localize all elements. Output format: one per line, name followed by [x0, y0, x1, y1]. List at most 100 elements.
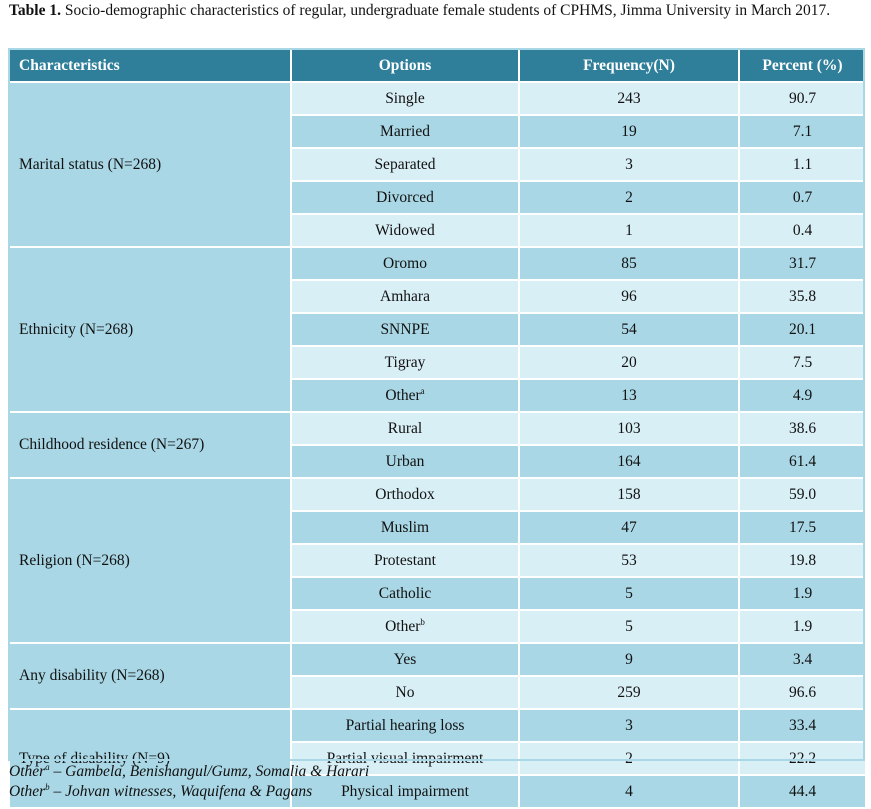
option-cell: Othera	[290, 378, 520, 413]
frequency-cell: 259	[518, 675, 740, 710]
percent-cell: 1.1	[738, 147, 867, 182]
frequency-cell: 13	[518, 378, 740, 413]
option-cell: Protestant	[290, 543, 520, 578]
option-label: Divorced	[376, 188, 434, 206]
header-frequency: Frequency(N)	[518, 48, 740, 83]
option-label: Tigray	[384, 353, 426, 371]
table-row: Married 19 7.1	[9, 114, 867, 149]
frequency-cell: 20	[518, 345, 740, 380]
frequency-cell: 54	[518, 312, 740, 347]
characteristic-cell: Ethnicity (N=268)	[8, 246, 292, 413]
percent-cell: 20.1	[738, 312, 867, 347]
frequency-cell: 4	[518, 774, 740, 809]
table-row: Catholic 5 1.9	[9, 576, 867, 611]
option-label: Urban	[385, 452, 425, 470]
table-caption: Table 1. Socio-demographic characteristi…	[9, 2, 864, 20]
caption-label: Table 1.	[9, 2, 61, 19]
option-cell: Tigray	[290, 345, 520, 380]
table-row: Protestant 53 19.8	[9, 543, 867, 578]
table-row: Type of disability (N=9) Partial hearing …	[8, 708, 867, 809]
option-label: Catholic	[378, 584, 432, 602]
option-label: Protestant	[374, 551, 436, 569]
frequency-cell: 164	[518, 444, 740, 479]
option-cell: Partial visual impairment	[290, 741, 520, 776]
table-row: Separated 3 1.1	[9, 147, 867, 182]
percent-cell: 44.4	[738, 774, 867, 809]
option-label: No	[395, 683, 415, 701]
percent-cell: 1.9	[738, 576, 867, 611]
option-label: Other	[385, 386, 421, 404]
option-cell: Urban	[290, 444, 520, 479]
table-row: Urban 164 61.4	[9, 444, 867, 479]
characteristic-cell: Any disability (N=268)	[8, 642, 292, 710]
table-row: No 259 96.6	[9, 675, 867, 710]
footnote-a-text: – Gambela, Benishangul/Gumz, Somalia & H…	[49, 763, 370, 780]
option-label: Muslim	[380, 518, 430, 536]
footnote-a-sup: a	[45, 761, 50, 772]
frequency-cell: 243	[518, 81, 740, 116]
option-cell: Yes	[290, 642, 520, 677]
table-row: Tigray 20 7.5	[9, 345, 867, 380]
option-cell: Separated	[290, 147, 520, 182]
percent-cell: 61.4	[738, 444, 867, 479]
option-label: Amhara	[380, 287, 430, 305]
header-percent: Percent (%)	[738, 48, 867, 83]
frequency-cell: 3	[518, 147, 740, 182]
percent-cell: 59.0	[738, 477, 867, 512]
option-cell: Otherb	[290, 609, 520, 644]
option-cell: Widowed	[290, 213, 520, 248]
percent-cell: 7.1	[738, 114, 867, 149]
option-cell: Catholic	[290, 576, 520, 611]
table-row: Muslim 47 17.5	[9, 510, 867, 545]
header-row: Characteristics Options Frequency(N) Per…	[8, 48, 867, 83]
characteristic-cell: Marital status (N=268)	[8, 81, 292, 248]
characteristic-cell: Type of disability (N=9)	[8, 708, 292, 809]
table-row: Childhood residence (N=267) Rural 103 38.6	[8, 411, 867, 479]
frequency-cell: 47	[518, 510, 740, 545]
frequency-cell: 5	[518, 609, 740, 644]
frequency-cell: 9	[518, 642, 740, 677]
footnote-b-text: – Johvan witnesses, Waquifena & Pagans	[49, 783, 313, 800]
option-cell: No	[290, 675, 520, 710]
frequency-cell: 85	[518, 246, 740, 281]
table-row: Partial visual impairment 2 22.2	[9, 741, 867, 776]
option-label: Physical impairment	[341, 782, 469, 800]
table-row: Ethnicity (N=268) Oromo 85 31.7	[8, 246, 867, 413]
option-label: Separated	[374, 155, 436, 173]
option-superscript: a	[420, 385, 425, 396]
table-row: Othera 13 4.9	[9, 378, 867, 413]
footnote-a: Othera – Gambela, Benishangul/Gumz, Soma…	[9, 762, 369, 782]
percent-cell: 35.8	[738, 279, 867, 314]
option-cell: Married	[290, 114, 520, 149]
option-label: Widowed	[375, 221, 435, 239]
footnote-b-word: Other	[9, 783, 46, 800]
option-label: Oromo	[383, 254, 427, 272]
frequency-cell: 96	[518, 279, 740, 314]
footnote-b: Otherb – Johvan witnesses, Waquifena & P…	[9, 782, 369, 802]
demographics-table: Characteristics Options Frequency(N) Per…	[8, 48, 867, 809]
option-cell: Amhara	[290, 279, 520, 314]
percent-cell: 19.8	[738, 543, 867, 578]
percent-cell: 31.7	[738, 246, 867, 281]
table-row: Physical impairment 4 44.4	[9, 774, 867, 809]
percent-cell: 38.6	[738, 411, 867, 446]
option-label: Single	[385, 89, 425, 107]
option-cell: Divorced	[290, 180, 520, 215]
frequency-cell: 5	[518, 576, 740, 611]
option-cell: Orthodox	[290, 477, 520, 512]
frequency-cell: 2	[518, 741, 740, 776]
option-label: Partial visual impairment	[326, 749, 484, 767]
frequency-cell: 103	[518, 411, 740, 446]
option-label: SNNPE	[380, 320, 430, 338]
option-label: Yes	[393, 650, 417, 668]
table-row: SNNPE 54 20.1	[9, 312, 867, 347]
header-characteristics: Characteristics	[8, 48, 292, 83]
characteristic-cell: Childhood residence (N=267)	[8, 411, 292, 479]
caption-text: Socio-demographic characteristics of reg…	[60, 2, 831, 19]
option-cell: Rural	[290, 411, 520, 446]
percent-cell: 22.2	[738, 741, 867, 776]
percent-cell: 0.7	[738, 180, 867, 215]
option-cell: Single	[290, 81, 520, 116]
frequency-cell: 1	[518, 213, 740, 248]
table-row: Otherb 5 1.9	[9, 609, 867, 644]
